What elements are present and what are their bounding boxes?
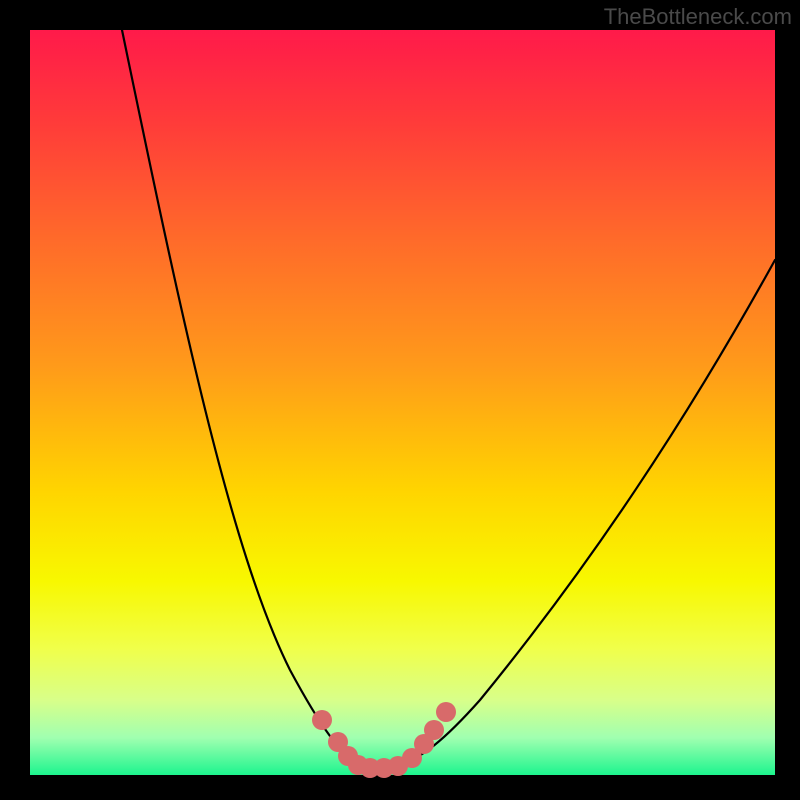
watermark-text: TheBottleneck.com [604,4,792,30]
chart-svg [30,30,775,775]
bottleneck-curve-right [408,260,775,762]
plot-gradient-area [30,30,775,775]
valley-markers-group [312,702,456,778]
valley-marker [424,720,444,740]
valley-marker [436,702,456,722]
valley-marker [312,710,332,730]
bottleneck-curve-left [122,30,354,762]
